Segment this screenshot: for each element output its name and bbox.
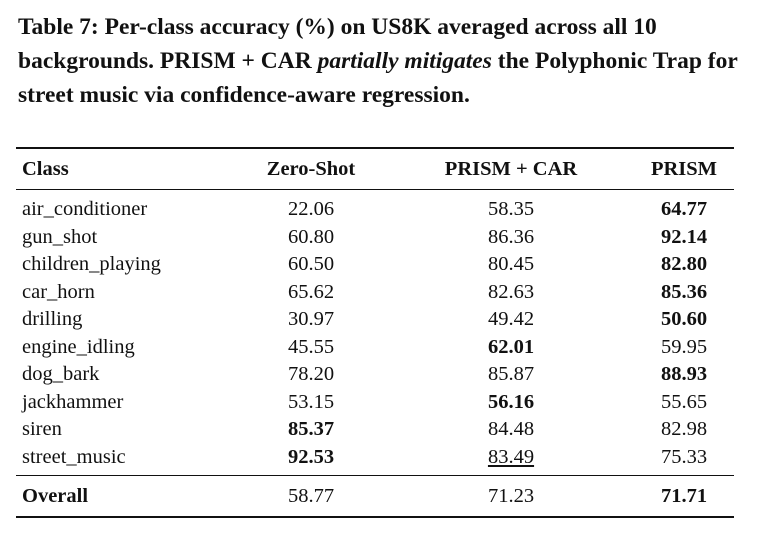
caption-text-start: Table 7: Per-class accuracy (%) on US8K … <box>18 14 657 74</box>
cell-zero-shot: 85.37 <box>287 418 335 441</box>
cell-prism-car: 83.49 <box>388 444 634 476</box>
table-row: air_conditioner 22.06 58.35 64.77 <box>16 190 734 224</box>
header-row: Class Zero-Shot PRISM + CAR PRISM <box>16 148 734 190</box>
cell-class: jackhammer <box>22 390 124 413</box>
cell-prism-car: 84.48 <box>487 418 535 441</box>
caption-emphasis: partially mitigates <box>317 48 492 74</box>
cell-prism: 59.95 <box>660 335 708 358</box>
cell-zero-shot: 78.20 <box>287 363 335 386</box>
cell-class: gun_shot <box>22 225 98 248</box>
cell-prism-car: 85.87 <box>487 363 535 386</box>
cell-zero-shot: 92.53 <box>287 445 335 468</box>
cell-zero-shot: 22.06 <box>287 198 335 221</box>
cell-zero-shot: 65.62 <box>287 280 335 303</box>
cell-prism: 92.14 <box>660 225 708 248</box>
table-caption: Table 7: Per-class accuracy (%) on US8K … <box>18 10 746 112</box>
cell-prism: 64.77 <box>660 198 708 221</box>
cell-zero-shot: 60.80 <box>287 225 335 248</box>
cell-prism: 55.65 <box>660 390 708 413</box>
table-row: siren 85.37 84.48 82.98 <box>16 416 734 444</box>
cell-class: street_music <box>22 445 126 468</box>
overall-label: Overall <box>22 484 89 507</box>
header-class: Class <box>22 157 69 180</box>
cell-class: dog_bark <box>22 363 100 386</box>
cell-prism: 50.60 <box>660 308 708 331</box>
table-row: children_playing 60.50 80.45 82.80 <box>16 251 734 279</box>
table-row: car_horn 65.62 82.63 85.36 <box>16 279 734 307</box>
header-zero-shot: Zero-Shot <box>266 157 356 180</box>
cell-value-underlined: 83.49 <box>487 445 535 468</box>
cell-prism-car: 82.63 <box>487 280 535 303</box>
cell-class: car_horn <box>22 280 95 303</box>
table-row: street_music 92.53 83.49 75.33 <box>16 444 734 476</box>
overall-prism: 71.71 <box>660 484 708 507</box>
header-prism-car: PRISM + CAR <box>444 157 578 180</box>
table-row: jackhammer 53.15 56.16 55.65 <box>16 389 734 417</box>
table-row: gun_shot 60.80 86.36 92.14 <box>16 224 734 252</box>
overall-zero-shot: 58.77 <box>287 484 335 507</box>
cell-zero-shot: 53.15 <box>287 390 335 413</box>
cell-prism: 82.80 <box>660 253 708 276</box>
cell-class: drilling <box>22 308 83 331</box>
cell-prism-car: 56.16 <box>487 390 535 413</box>
cell-prism: 85.36 <box>660 280 708 303</box>
cell-prism: 75.33 <box>660 445 708 468</box>
cell-prism-car: 58.35 <box>487 198 535 221</box>
cell-zero-shot: 45.55 <box>287 335 335 358</box>
cell-prism: 88.93 <box>660 363 708 386</box>
table-body: air_conditioner 22.06 58.35 64.77 gun_shot 60… <box>16 190 734 476</box>
cell-class: siren <box>22 418 62 441</box>
table-row: dog_bark 78.20 85.87 88.93 <box>16 361 734 389</box>
cell-prism-car: 49.42 <box>487 308 535 331</box>
cell-class: air_conditioner <box>22 198 148 221</box>
cell-class: engine_idling <box>22 335 135 358</box>
results-table: Class Zero-Shot PRISM + CAR PRISM air_co… <box>16 147 734 518</box>
overall-row: Overall 58.77 71.23 71.71 <box>16 475 734 517</box>
cell-prism: 82.98 <box>660 418 708 441</box>
cell-prism-car: 86.36 <box>487 225 535 248</box>
cell-prism-car: 80.45 <box>487 253 535 276</box>
cell-zero-shot: 60.50 <box>287 253 335 276</box>
overall-prism-car: 71.23 <box>487 484 535 507</box>
caption-text-end: the Polyphonic Trap for street music via… <box>18 48 738 108</box>
table-row: drilling 30.97 49.42 50.60 <box>16 306 734 334</box>
header-prism: PRISM <box>650 157 718 180</box>
cell-prism-car: 62.01 <box>487 335 535 358</box>
table-row: engine_idling 45.55 62.01 59.95 <box>16 334 734 362</box>
cell-class: children_playing <box>22 253 161 276</box>
cell-zero-shot: 30.97 <box>287 308 335 331</box>
